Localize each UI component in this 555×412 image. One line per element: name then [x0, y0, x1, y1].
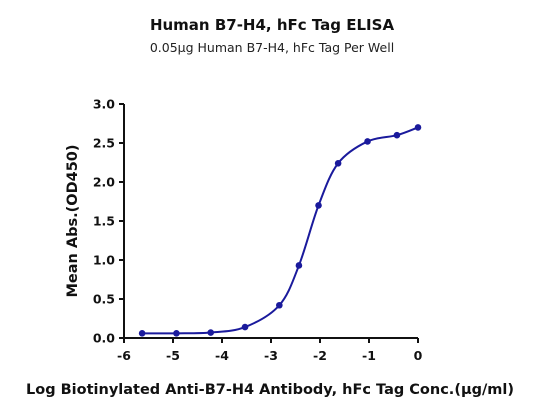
data-point: [364, 138, 371, 145]
y-tick-label: 2.0: [93, 175, 115, 190]
x-tick-label: -6: [117, 348, 131, 363]
x-tick-label: -1: [362, 348, 376, 363]
x-tick-label: -4: [215, 348, 229, 363]
x-axis: -6 -5 -4 -3 -2 -1 0: [117, 338, 423, 363]
data-point: [173, 330, 180, 337]
data-point: [295, 262, 303, 269]
data-point: [138, 330, 146, 337]
data-point: [315, 202, 322, 209]
data-point: [414, 124, 422, 131]
y-tick-label: 3.0: [93, 97, 115, 112]
data-point: [276, 301, 283, 309]
data-point: [241, 323, 249, 331]
y-axis: 0.0 0.5 1.0 1.5 2.0 2.5 3.0: [93, 97, 124, 346]
y-tick-label: 2.5: [93, 136, 115, 151]
x-tick-label: -3: [264, 348, 278, 363]
data-point: [334, 159, 342, 167]
chart-subtitle: 0.05μg Human B7-H4, hFc Tag Per Well: [150, 40, 394, 55]
y-tick-label: 0.5: [93, 292, 115, 307]
x-tick-label: -2: [313, 348, 327, 363]
data-point: [393, 131, 401, 139]
x-axis-label: Log Biotinylated Anti-B7-H4 Antibody, hF…: [26, 382, 514, 398]
y-tick-label: 0.0: [93, 331, 115, 346]
data-points: [138, 124, 422, 337]
chart-title: Human B7-H4, hFc Tag ELISA: [150, 16, 395, 34]
y-tick-label: 1.0: [93, 253, 115, 268]
data-point: [207, 329, 215, 336]
x-tick-label: -5: [166, 348, 180, 363]
x-tick-label: 0: [414, 348, 423, 363]
y-axis-label: Mean Abs.(OD450): [65, 144, 81, 297]
y-tick-label: 1.5: [93, 214, 115, 229]
